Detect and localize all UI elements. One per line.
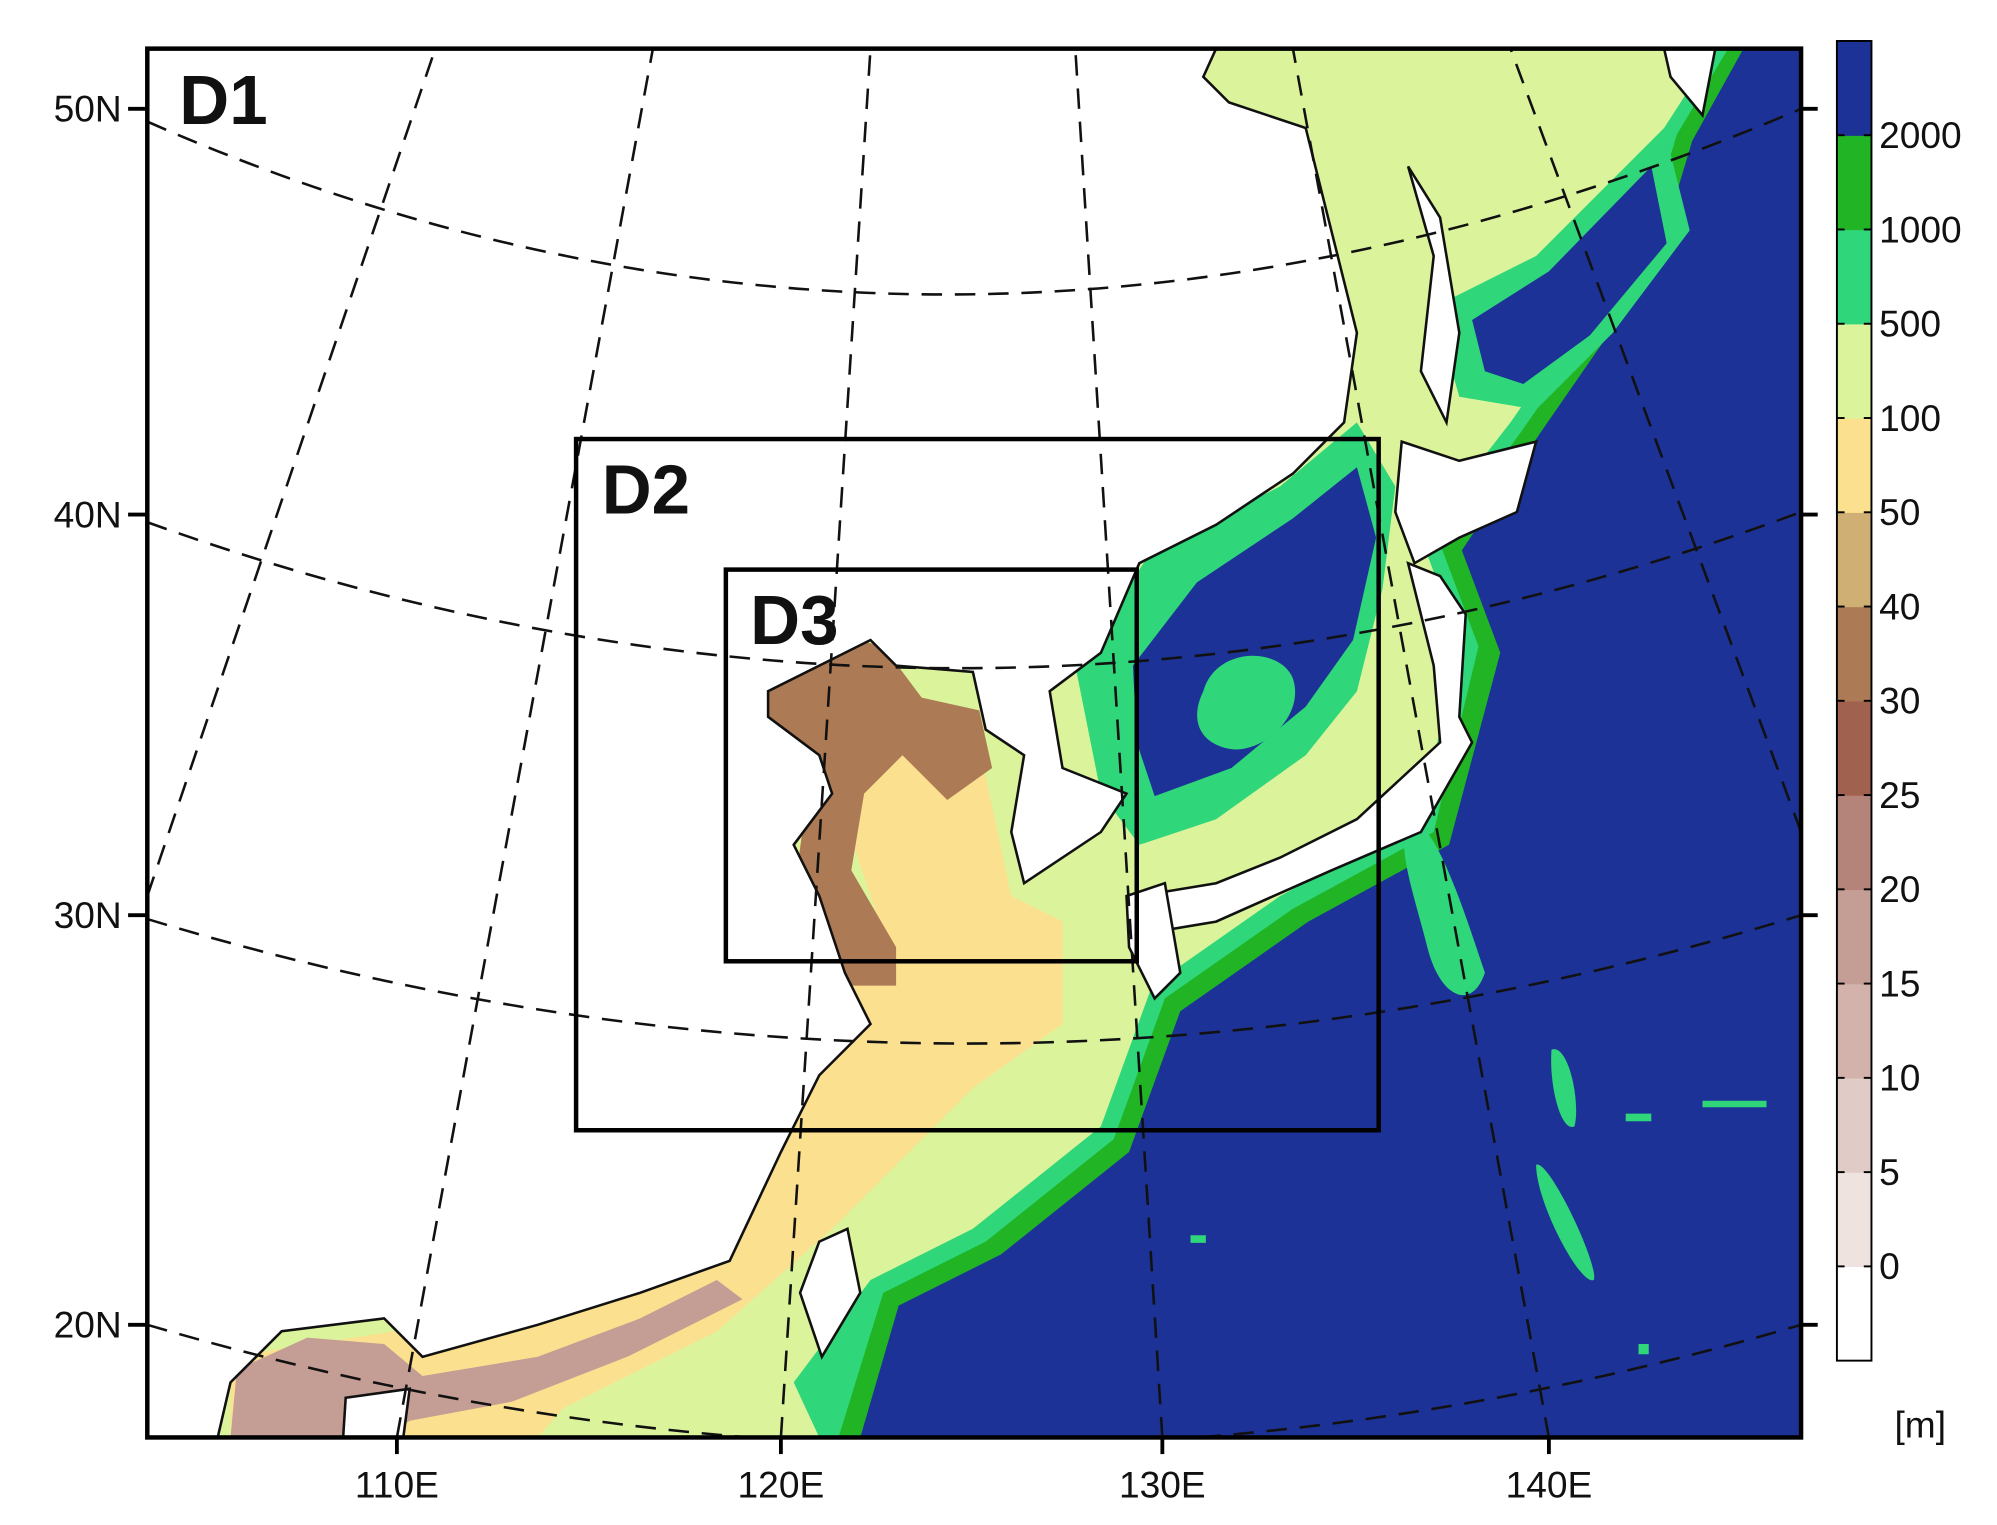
parallel bbox=[147, 510, 1802, 670]
colorbar-label: 1000 bbox=[1879, 208, 1962, 250]
colorbar-label: 2000 bbox=[1879, 114, 1962, 156]
longitude-label: 140E bbox=[1506, 1464, 1593, 1506]
colorbar-label: 30 bbox=[1879, 680, 1920, 722]
colorbar-segment bbox=[1836, 135, 1872, 231]
colorbar-label: 15 bbox=[1879, 962, 1920, 1004]
colorbar-label: 500 bbox=[1879, 303, 1941, 345]
colorbar-label: 0 bbox=[1879, 1245, 1900, 1287]
meridian bbox=[395, 48, 655, 1438]
parallel bbox=[147, 913, 1802, 1045]
colorbar-segment bbox=[1836, 983, 1872, 1079]
latitude-label: 20N bbox=[54, 1304, 122, 1346]
colorbar-segment bbox=[1836, 512, 1872, 608]
meridian bbox=[1509, 48, 1802, 833]
domain-label: D2 bbox=[602, 450, 690, 528]
graticule bbox=[147, 48, 1802, 1438]
map-body bbox=[147, 48, 1802, 1438]
colorbar-label: 10 bbox=[1879, 1057, 1920, 1099]
latitude-label: 30N bbox=[54, 894, 122, 936]
honshu bbox=[1138, 561, 1474, 936]
meridian bbox=[147, 48, 437, 897]
domain-box bbox=[723, 567, 1139, 964]
colorbar-segment bbox=[1836, 323, 1872, 419]
parallel bbox=[147, 107, 1802, 296]
colorbar-segment bbox=[1836, 229, 1872, 325]
colorbar-segment bbox=[1836, 40, 1872, 136]
deep-sea bbox=[1132, 467, 1377, 797]
domain-label: D1 bbox=[179, 61, 267, 139]
colorbar-label: 25 bbox=[1879, 774, 1920, 816]
colorbar-segment bbox=[1836, 1172, 1872, 1268]
colorbar-unit: [m] bbox=[1895, 1403, 1947, 1445]
colorbar-label: 100 bbox=[1879, 397, 1941, 439]
colorbar-segment bbox=[1836, 700, 1872, 796]
longitude-label: 120E bbox=[738, 1464, 825, 1506]
yamato-rise bbox=[1197, 655, 1296, 750]
colorbar-segment bbox=[1836, 606, 1872, 702]
kyushu bbox=[1125, 881, 1182, 1001]
latitude-label: 40N bbox=[54, 493, 122, 535]
colorbar-segment bbox=[1836, 889, 1872, 985]
hainan bbox=[341, 1387, 412, 1438]
meridian bbox=[1291, 48, 1551, 1438]
colorbar-label: 40 bbox=[1879, 585, 1920, 627]
domain-box bbox=[573, 436, 1381, 1133]
map-frame bbox=[145, 46, 1804, 1440]
colorbar-segment bbox=[1836, 795, 1872, 890]
colorbar-segment bbox=[1836, 1266, 1872, 1362]
kamchatka bbox=[1662, 48, 1717, 119]
taiwan bbox=[798, 1226, 862, 1360]
longitude-label: 110E bbox=[355, 1464, 439, 1506]
colorbar-label: 50 bbox=[1879, 491, 1920, 533]
sakhalin bbox=[1406, 165, 1461, 427]
deep-sea bbox=[1472, 166, 1667, 385]
latitude-label: 50N bbox=[54, 88, 122, 130]
colorbar-segment bbox=[1836, 418, 1872, 513]
colorbar-label: 5 bbox=[1879, 1151, 1900, 1193]
colorbar-segment bbox=[1836, 1077, 1872, 1173]
domain-label: D3 bbox=[750, 581, 838, 659]
island-chain bbox=[1403, 819, 1485, 996]
longitude-label: 130E bbox=[1119, 1464, 1206, 1506]
colorbar-label: 20 bbox=[1879, 868, 1920, 910]
hokkaido bbox=[1394, 439, 1538, 566]
